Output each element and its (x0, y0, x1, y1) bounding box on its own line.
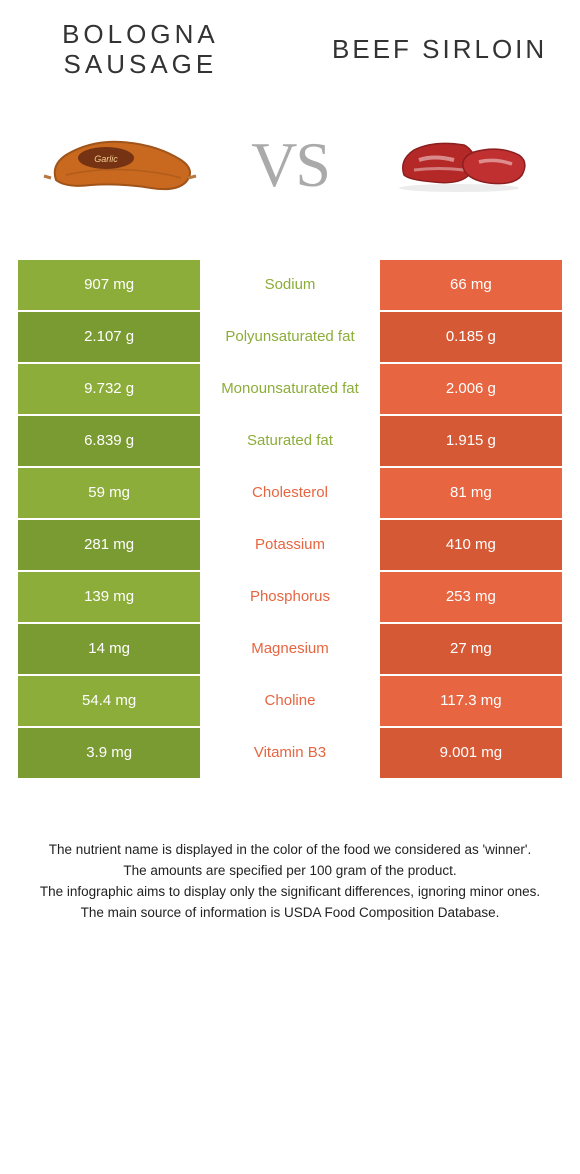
table-row: 281 mgPotassium410 mg (18, 520, 562, 572)
right-value: 410 mg (380, 520, 562, 570)
vs-text: VS (251, 128, 329, 202)
right-value: 253 mg (380, 572, 562, 622)
table-row: 3.9 mgVitamin B39.001 mg (18, 728, 562, 780)
table-row: 54.4 mgCholine117.3 mg (18, 676, 562, 728)
right-value: 0.185 g (380, 312, 562, 362)
left-value: 281 mg (18, 520, 200, 570)
left-value: 14 mg (18, 624, 200, 674)
nutrient-table: 907 mgSodium66 mg2.107 gPolyunsaturated … (18, 260, 562, 780)
images-row: Garlic VS (18, 120, 562, 210)
nutrient-name: Vitamin B3 (200, 728, 380, 778)
nutrient-name: Cholesterol (200, 468, 380, 518)
nutrient-name: Magnesium (200, 624, 380, 674)
sausage-image: Garlic (18, 120, 225, 210)
left-value: 3.9 mg (18, 728, 200, 778)
right-value: 117.3 mg (380, 676, 562, 726)
table-row: 59 mgCholesterol81 mg (18, 468, 562, 520)
table-row: 139 mgPhosphorus253 mg (18, 572, 562, 624)
nutrient-name: Sodium (200, 260, 380, 310)
footer-line: The infographic aims to display only the… (26, 882, 554, 903)
right-value: 66 mg (380, 260, 562, 310)
right-value: 27 mg (380, 624, 562, 674)
nutrient-name: Saturated fat (200, 416, 380, 466)
nutrient-name: Choline (200, 676, 380, 726)
beef-image (355, 120, 562, 210)
nutrient-name: Polyunsaturated fat (200, 312, 380, 362)
table-row: 907 mgSodium66 mg (18, 260, 562, 312)
right-title: BEEF SIRLOIN (317, 34, 562, 65)
left-value: 54.4 mg (18, 676, 200, 726)
nutrient-name: Monounsaturated fat (200, 364, 380, 414)
footer-line: The main source of information is USDA F… (26, 903, 554, 924)
footer-line: The amounts are specified per 100 gram o… (26, 861, 554, 882)
infographic-container: BOLOGNA SAUSAGE BEEF SIRLOIN Garlic VS (0, 0, 580, 943)
svg-text:Garlic: Garlic (95, 154, 119, 164)
right-value: 81 mg (380, 468, 562, 518)
right-value: 1.915 g (380, 416, 562, 466)
left-value: 2.107 g (18, 312, 200, 362)
left-title: BOLOGNA SAUSAGE (18, 20, 263, 80)
nutrient-name: Potassium (200, 520, 380, 570)
table-row: 2.107 gPolyunsaturated fat0.185 g (18, 312, 562, 364)
left-value: 9.732 g (18, 364, 200, 414)
right-value: 9.001 mg (380, 728, 562, 778)
table-row: 9.732 gMonounsaturated fat2.006 g (18, 364, 562, 416)
left-value: 907 mg (18, 260, 200, 310)
left-value: 6.839 g (18, 416, 200, 466)
right-value: 2.006 g (380, 364, 562, 414)
titles-row: BOLOGNA SAUSAGE BEEF SIRLOIN (18, 20, 562, 80)
table-row: 14 mgMagnesium27 mg (18, 624, 562, 676)
nutrient-name: Phosphorus (200, 572, 380, 622)
table-row: 6.839 gSaturated fat1.915 g (18, 416, 562, 468)
footer-notes: The nutrient name is displayed in the co… (18, 840, 562, 924)
left-value: 59 mg (18, 468, 200, 518)
left-value: 139 mg (18, 572, 200, 622)
footer-line: The nutrient name is displayed in the co… (26, 840, 554, 861)
